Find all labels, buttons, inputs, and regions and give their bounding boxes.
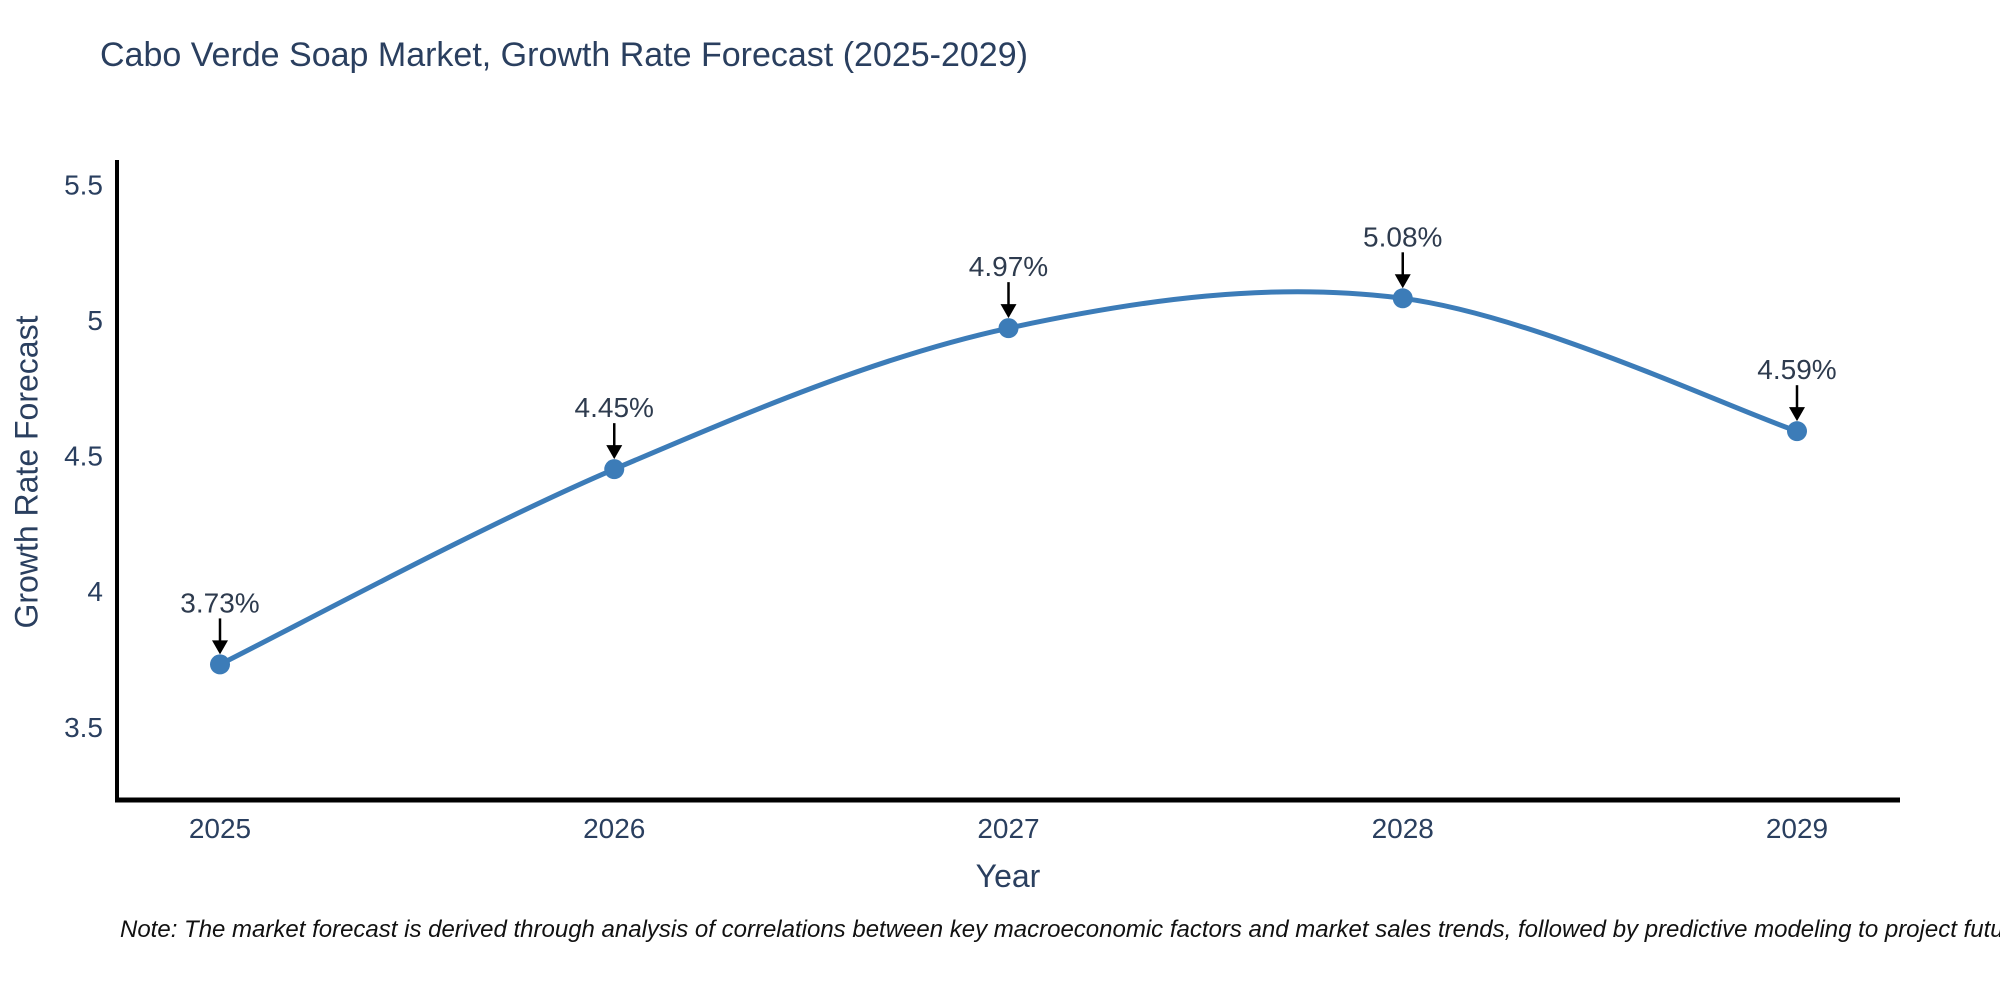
x-tick-label: 2025 <box>189 813 251 844</box>
x-axis-title: Year <box>975 858 1041 894</box>
point-value-label: 4.45% <box>575 392 654 423</box>
y-tick-label: 3.5 <box>64 712 103 743</box>
footnote: Note: The market forecast is derived thr… <box>120 916 2000 943</box>
x-tick-label: 2029 <box>1766 813 1828 844</box>
data-point-marker <box>604 459 625 480</box>
point-value-label: 5.08% <box>1363 221 1442 252</box>
x-tick-label: 2026 <box>583 813 645 844</box>
data-point-marker <box>1787 421 1807 442</box>
annotation-arrow-head <box>1394 274 1411 289</box>
annotation-arrow-head <box>606 445 623 460</box>
data-point-marker <box>210 654 230 675</box>
annotation-arrow-head <box>1000 304 1017 319</box>
point-value-label: 4.97% <box>969 251 1048 282</box>
x-tick-label: 2028 <box>1372 813 1434 844</box>
data-point-marker <box>1392 288 1413 309</box>
annotation-arrow-head <box>212 640 228 655</box>
x-tick-label: 2027 <box>977 813 1039 844</box>
y-tick-label: 5 <box>87 305 103 336</box>
y-tick-label: 5.5 <box>64 169 103 200</box>
y-tick-label: 4 <box>87 576 103 607</box>
chart-title: Cabo Verde Soap Market, Growth Rate Fore… <box>100 36 1028 74</box>
y-tick-label: 4.5 <box>64 441 103 472</box>
series-line <box>217 289 1800 667</box>
data-point-marker <box>998 318 1019 339</box>
point-value-label: 4.59% <box>1757 354 1836 385</box>
point-value-label: 3.73% <box>180 587 259 618</box>
annotation-arrow-head <box>1789 407 1805 422</box>
